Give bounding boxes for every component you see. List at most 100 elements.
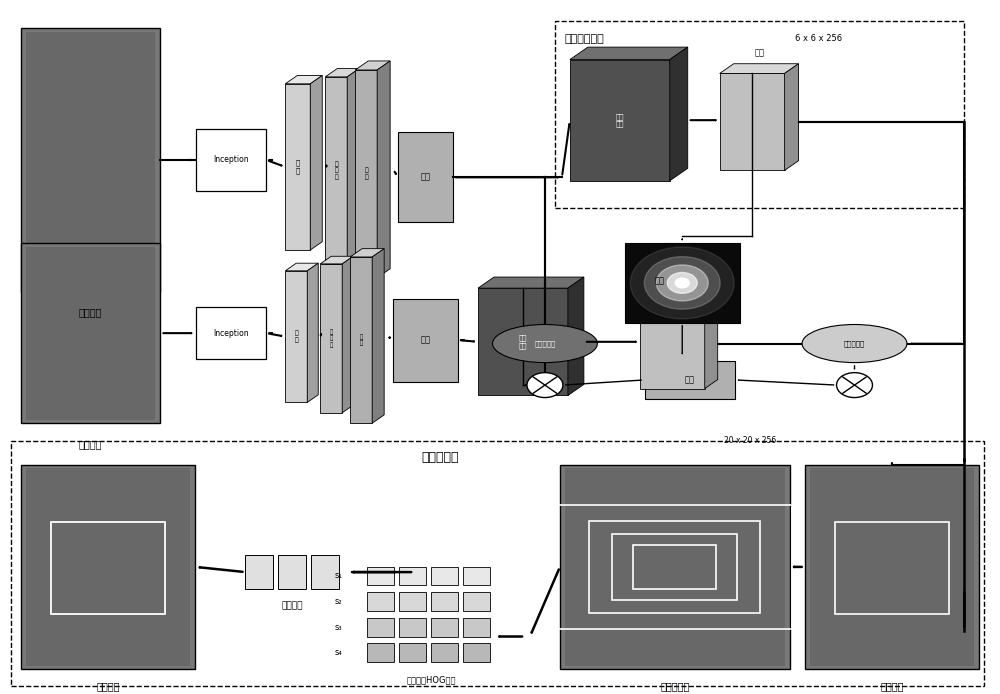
- Text: 样本图片: 样本图片: [79, 307, 102, 317]
- Bar: [565, 468, 785, 666]
- Bar: [196, 307, 266, 359]
- Bar: [196, 129, 266, 191]
- Bar: [633, 545, 716, 589]
- Bar: [431, 643, 458, 662]
- Bar: [51, 522, 165, 613]
- Bar: [367, 592, 394, 611]
- Text: 最佳特征: 最佳特征: [282, 602, 303, 611]
- Text: 注意力模块: 注意力模块: [534, 340, 556, 347]
- Polygon shape: [325, 77, 347, 264]
- Polygon shape: [355, 70, 377, 278]
- Bar: [245, 555, 273, 589]
- Polygon shape: [285, 271, 307, 403]
- Polygon shape: [785, 64, 799, 171]
- Text: 卷积: 卷积: [421, 336, 431, 345]
- Text: s₂: s₂: [335, 597, 342, 606]
- Bar: [26, 32, 155, 288]
- Text: 6 x 6 x 256: 6 x 6 x 256: [795, 34, 842, 43]
- Bar: [311, 555, 339, 589]
- Text: s₁: s₁: [334, 571, 342, 580]
- Polygon shape: [640, 298, 705, 389]
- Polygon shape: [720, 64, 799, 74]
- Polygon shape: [307, 263, 318, 403]
- Polygon shape: [310, 76, 322, 250]
- Polygon shape: [325, 69, 359, 77]
- Polygon shape: [720, 74, 785, 171]
- Polygon shape: [285, 263, 318, 271]
- Circle shape: [667, 273, 697, 294]
- Bar: [278, 555, 306, 589]
- Text: Inception: Inception: [214, 329, 249, 338]
- Bar: [398, 133, 453, 222]
- Polygon shape: [670, 47, 688, 180]
- Bar: [560, 465, 790, 669]
- Bar: [835, 522, 949, 613]
- Text: 最终结果: 最终结果: [96, 682, 120, 691]
- Circle shape: [644, 257, 720, 310]
- Text: 注意力模块: 注意力模块: [844, 340, 865, 347]
- Text: 裁剪: 裁剪: [755, 48, 765, 57]
- Bar: [463, 592, 490, 611]
- Polygon shape: [355, 61, 390, 70]
- Bar: [645, 361, 735, 399]
- Circle shape: [837, 373, 872, 398]
- Bar: [399, 643, 426, 662]
- Circle shape: [675, 278, 689, 288]
- Circle shape: [656, 265, 708, 301]
- Ellipse shape: [493, 325, 597, 362]
- Bar: [21, 243, 160, 423]
- Circle shape: [630, 247, 734, 319]
- Bar: [463, 618, 490, 636]
- Bar: [431, 618, 458, 636]
- Bar: [26, 32, 155, 288]
- Bar: [431, 566, 458, 585]
- Polygon shape: [478, 288, 568, 396]
- Bar: [367, 618, 394, 636]
- Bar: [625, 243, 740, 323]
- Polygon shape: [320, 264, 342, 413]
- Polygon shape: [342, 256, 353, 413]
- Bar: [399, 566, 426, 585]
- Text: 相关滤波模块: 相关滤波模块: [565, 34, 605, 44]
- Polygon shape: [705, 289, 718, 389]
- Text: 池
化: 池 化: [360, 334, 363, 346]
- Polygon shape: [285, 76, 322, 84]
- Text: s₃: s₃: [335, 623, 342, 632]
- Bar: [399, 592, 426, 611]
- Bar: [367, 643, 394, 662]
- Bar: [463, 566, 490, 585]
- Bar: [26, 468, 190, 666]
- Text: 卷
积
化: 卷 积 化: [334, 161, 338, 180]
- Bar: [26, 32, 155, 288]
- Bar: [399, 618, 426, 636]
- Text: 20 x 20 x 256: 20 x 20 x 256: [724, 436, 776, 445]
- Text: 相关
滤波: 相关 滤波: [519, 335, 527, 349]
- Text: 卷
积
化: 卷 积 化: [330, 329, 333, 348]
- Text: 相关
滤波: 相关 滤波: [616, 113, 624, 127]
- Polygon shape: [350, 248, 384, 257]
- Bar: [367, 566, 394, 585]
- Bar: [589, 521, 760, 613]
- Polygon shape: [372, 248, 384, 423]
- Polygon shape: [285, 84, 310, 250]
- Text: 多尺度估计: 多尺度估计: [660, 682, 689, 691]
- Ellipse shape: [802, 325, 907, 362]
- Text: 池
化: 池 化: [294, 330, 298, 343]
- Text: Inception: Inception: [214, 155, 249, 164]
- Polygon shape: [570, 60, 670, 180]
- Polygon shape: [320, 256, 353, 264]
- Text: 池
化: 池 化: [296, 160, 300, 174]
- Bar: [810, 468, 974, 666]
- Text: 卷积: 卷积: [421, 173, 431, 182]
- Polygon shape: [377, 61, 390, 278]
- Polygon shape: [347, 69, 359, 264]
- Bar: [431, 592, 458, 611]
- Bar: [805, 465, 979, 669]
- Bar: [558, 505, 792, 629]
- Bar: [612, 534, 737, 600]
- Text: 快速提取HOG特征: 快速提取HOG特征: [406, 675, 456, 684]
- Text: s₄: s₄: [334, 648, 342, 657]
- Text: 裁剪: 裁剪: [655, 277, 665, 286]
- Polygon shape: [570, 47, 688, 60]
- Text: 初步结果: 初步结果: [880, 682, 904, 691]
